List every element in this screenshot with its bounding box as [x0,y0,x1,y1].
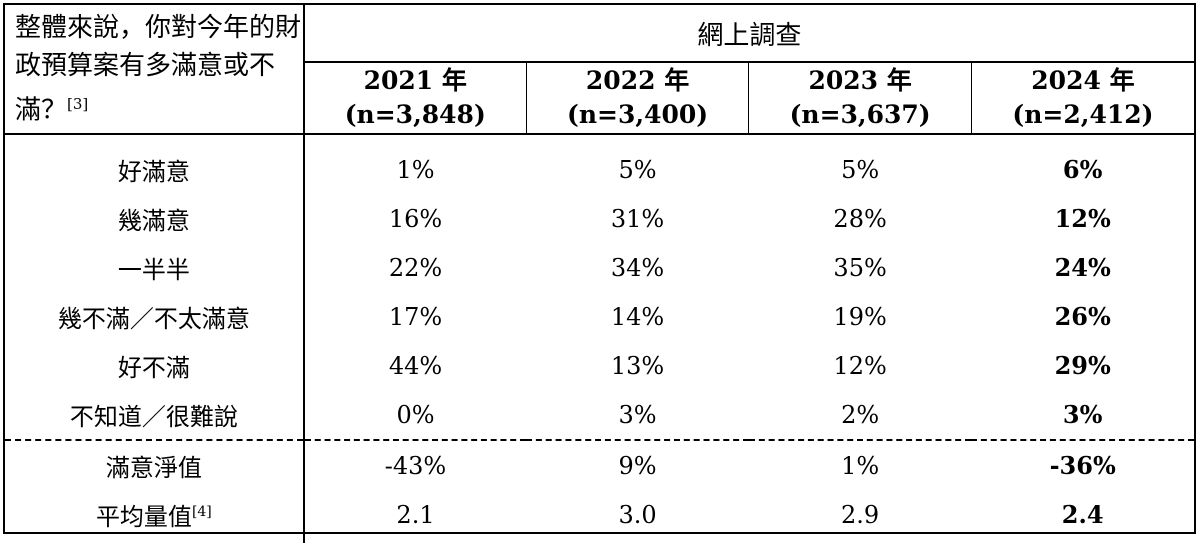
summary-label: 滿意淨值 [5,439,305,490]
cell-2023: 1% [748,439,972,490]
cell-2024: 26% [1054,302,1111,331]
year-header: 2024 年 (n=2,412) [970,62,1194,135]
summary-label-text: 滿意淨值 [105,454,202,482]
year-header: 2022 年 (n=3,400) [525,62,749,135]
cell-2021: 2.1 [396,500,435,529]
year-label: 2023 年 [808,66,912,95]
cell-2022: 3.0 [618,500,657,529]
table-row: 好不滿 44% 13% 12% 29% [5,341,1194,390]
table-row: 幾滿意 16% 31% 28% 12% [5,194,1194,243]
table-row: 好滿意 1% 5% 5% 6% [5,134,1194,194]
cell-2022: 9% [526,439,749,490]
summary-label: 平均量值[4] [5,490,305,543]
row-label: 幾不滿／不太滿意 [5,292,305,341]
sample-size: (n=3,848) [344,100,486,129]
table-row: 不知道／很難說 0% 3% 2% 3% [5,390,1194,440]
cell-2023: 28% [833,204,887,233]
cell-2022: 14% [610,302,665,331]
cell-2021: 44% [388,351,443,380]
question-footnote: [3] [67,95,89,113]
sample-size: (n=3,637) [789,100,931,129]
summary-label-text: 平均量值 [95,503,192,531]
year-header: 2021 年 (n=3,848) [303,62,527,135]
cell-2023: 19% [833,302,887,331]
cell-2023: 12% [833,351,887,380]
cell-2024: 6% [1062,155,1103,184]
row-label: 好滿意 [5,134,305,194]
cell-2024: 12% [1054,204,1111,233]
cell-2021: 17% [388,302,443,331]
satisfaction-table: 整體來說，你對今年的財政預算案有多滿意或不滿？[3] 網上調查 2021 年 (n… [5,5,1194,543]
cell-2021: 1% [396,155,435,184]
summary-row: 平均量值[4] 2.1 3.0 2.9 2.4 [5,490,1194,543]
summary-footnote: [4] [191,504,212,520]
row-label: 好不滿 [5,341,305,390]
row-label: 一半半 [5,243,305,292]
question-cell: 整體來說，你對今年的財政預算案有多滿意或不滿？[3] [5,5,305,135]
cell-2021: 16% [388,204,443,233]
cell-2024: 2.4 [1061,500,1104,529]
row-label: 幾滿意 [5,194,305,243]
cell-2023: 5% [841,155,880,184]
cell-2024: 29% [1054,351,1111,380]
cell-2022: 3% [618,400,657,429]
cell-2024: -36% [971,439,1194,490]
cell-2022: 31% [610,204,665,233]
table-row: 幾不滿／不太滿意 17% 14% 19% 26% [5,292,1194,341]
cell-2022: 34% [610,253,665,282]
summary-row: 滿意淨值 -43% 9% 1% -36% [5,439,1194,490]
survey-table-frame: 整體來說，你對今年的財政預算案有多滿意或不滿？[3] 網上調查 2021 年 (n… [3,3,1196,543]
year-header: 2023 年 (n=3,637) [748,62,972,135]
cell-2023: 35% [833,253,887,282]
cell-2023: 2.9 [841,500,880,529]
sample-size: (n=2,412) [1012,100,1154,129]
table-row: 一半半 22% 34% 35% 24% [5,243,1194,292]
cell-2022: 5% [618,155,657,184]
cell-2021: 0% [396,400,435,429]
cell-2022: 13% [610,351,665,380]
cell-2021: 22% [388,253,443,282]
cell-2024: 3% [1062,400,1103,429]
header-row-years: 2021 年 (n=3,848) 2022 年 (n=3,400) 2023 年 (n… [5,62,1194,135]
row-label: 不知道／很難說 [5,390,305,440]
survey-header: 網上調查 [303,5,1194,63]
header-row-top: 整體來說，你對今年的財政預算案有多滿意或不滿？[3] 網上調查 [5,5,1194,135]
year-label: 2024 年 [1031,66,1135,95]
sample-size: (n=3,400) [567,100,709,129]
cell-2021: -43% [303,439,527,490]
cell-2024: 24% [1054,253,1111,282]
year-label: 2022 年 [585,66,690,95]
question-text: 整體來說，你對今年的財政預算案有多滿意或不滿？ [15,13,302,126]
cell-2023: 2% [841,400,880,429]
year-label: 2021 年 [363,66,467,95]
